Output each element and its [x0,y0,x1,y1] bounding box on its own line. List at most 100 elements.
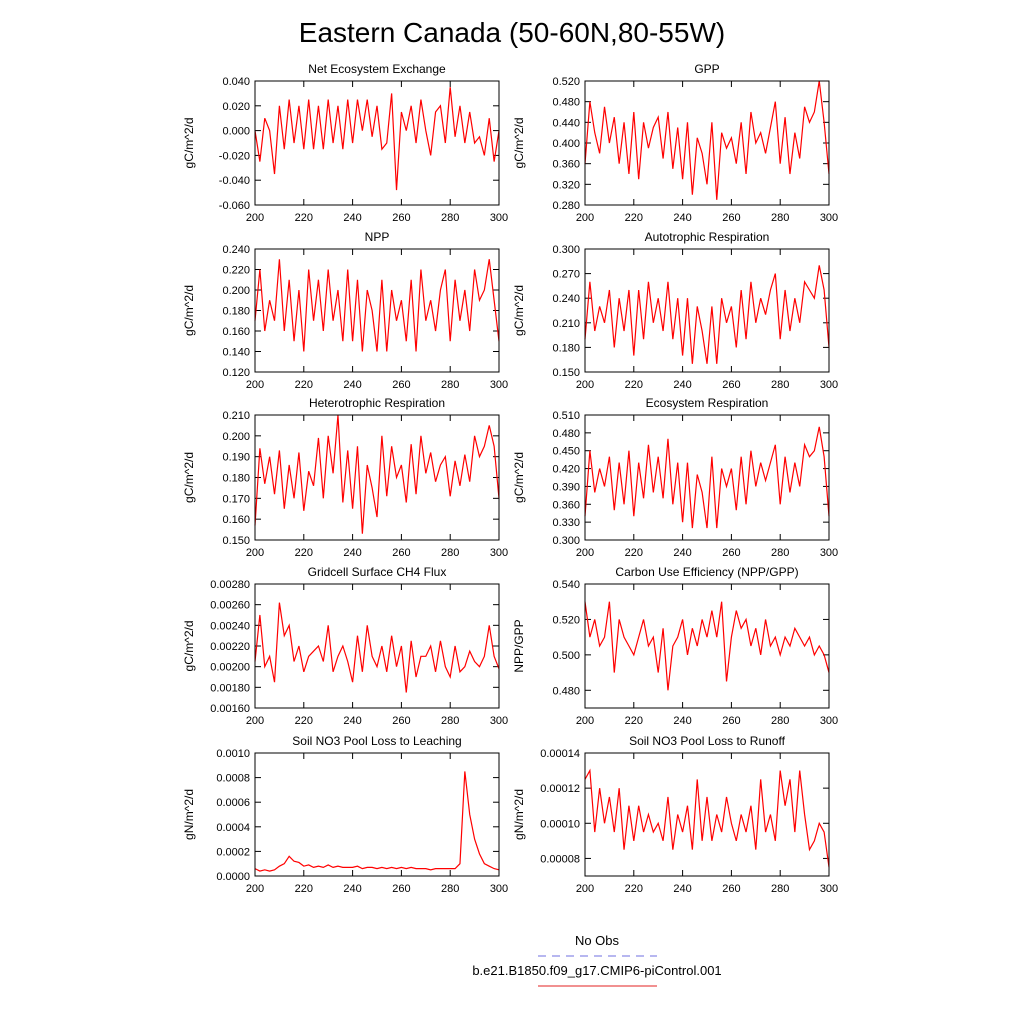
panel-title: Heterotrophic Respiration [309,396,445,410]
x-tick-label: 280 [771,547,789,559]
y-tick-label: 0.0006 [216,797,250,809]
y-tick-label: 0.420 [552,464,580,476]
x-tick-label: 280 [771,379,789,391]
x-tick-label: 240 [343,212,361,224]
plot-frame [254,583,500,709]
y-tick-label: 0.500 [552,650,580,662]
y-tick-label: 0.140 [222,347,250,359]
y-tick-label: 0.160 [222,514,250,526]
data-line [254,414,500,534]
x-tick-label: 200 [246,212,264,224]
y-axis-label: gC/m^2/d [182,452,196,503]
plot-frame [584,414,830,541]
y-tick-label: 0.180 [552,342,580,354]
panel: Soil NO3 Pool Loss to Runoff gN/m^2/d 0.00… [512,734,838,895]
y-axis-label: gC/m^2/d [512,452,526,503]
x-tick-label: 240 [343,883,361,895]
y-tick-label: 0.00200 [210,662,250,674]
panel: Heterotrophic Respiration gC/m^2/d 0.150 0.… [182,396,508,559]
y-tick-label: 0.520 [552,614,580,626]
panel: Gridcell Surface CH4 Flux gC/m^2/d 0.00160… [182,565,508,727]
x-tick-label: 260 [722,379,740,391]
y-tick-label: 0.520 [552,76,580,88]
x-tick-label: 300 [820,212,838,224]
x-tick-label: 280 [441,212,459,224]
x-tick-label: 200 [576,883,594,895]
x-tick-label: 280 [771,883,789,895]
y-axis-label: gC/m^2/d [512,118,526,169]
panel: NPP gC/m^2/d 0.120 0.140 0.160 0.180 0.200 0.22… [182,230,508,391]
x-tick-label: 200 [576,715,594,727]
y-tick-label: 0.200 [222,285,250,297]
y-axis-label: NPP/GPP [512,619,526,672]
y-tick-label: 0.00010 [540,818,580,830]
y-tick-label: 0.00260 [210,600,250,612]
y-tick-label: 0.300 [552,535,580,547]
y-tick-label: 0.170 [222,493,250,505]
panel-title: Soil NO3 Pool Loss to Leaching [292,734,461,748]
x-tick-label: 220 [295,212,313,224]
panel-title: Carbon Use Efficiency (NPP/GPP) [615,565,798,579]
x-tick-label: 300 [820,883,838,895]
y-tick-label: 0.0010 [216,748,250,760]
panel-title: Autotrophic Respiration [645,230,770,244]
y-axis-label: gC/m^2/d [512,285,526,336]
y-tick-label: 0.00008 [540,853,580,865]
y-tick-label: 0.210 [552,318,580,330]
x-tick-label: 260 [392,212,410,224]
y-tick-label: 0.220 [222,265,250,277]
x-tick-label: 240 [343,715,361,727]
y-tick-label: 0.160 [222,326,250,338]
y-tick-label: 0.150 [222,535,250,547]
x-tick-label: 220 [625,883,643,895]
y-axis-label: gC/m^2/d [182,285,196,336]
y-tick-label: 0.00012 [540,783,580,795]
x-tick-label: 280 [441,715,459,727]
x-tick-label: 280 [441,379,459,391]
x-tick-label: 260 [392,715,410,727]
data-line [584,265,830,364]
y-tick-label: 0.390 [552,481,580,493]
x-tick-label: 240 [673,379,691,391]
y-tick-label: 0.180 [222,473,250,485]
y-tick-label: -0.060 [219,200,250,212]
data-line [584,601,830,691]
data-line [584,768,830,868]
x-tick-label: 260 [722,212,740,224]
y-tick-label: 0.400 [552,138,580,150]
y-tick-label: 0.000 [222,126,250,138]
plot-frame [584,248,830,373]
x-tick-label: 280 [771,212,789,224]
y-tick-label: 0.00280 [210,579,250,591]
x-tick-label: 300 [490,715,508,727]
y-tick-label: 0.0000 [216,871,250,883]
y-tick-label: 0.240 [222,244,250,256]
panel: Carbon Use Efficiency (NPP/GPP) NPP/GPP 0.… [512,565,838,727]
y-tick-label: -0.020 [219,150,250,162]
y-tick-label: 0.330 [552,517,580,529]
x-tick-label: 240 [343,379,361,391]
x-tick-label: 240 [673,883,691,895]
x-tick-label: 200 [576,547,594,559]
x-tick-label: 280 [441,883,459,895]
y-tick-label: 0.450 [552,446,580,458]
panel-title: NPP [365,230,390,244]
y-axis-label: gN/m^2/d [182,789,196,840]
plot-frame [254,80,500,206]
y-tick-label: 0.00240 [210,620,250,632]
x-tick-label: 300 [490,883,508,895]
x-tick-label: 300 [820,547,838,559]
data-line [254,259,500,352]
panel: GPP gC/m^2/d 0.280 0.320 0.360 0.400 0.440 0.48… [512,62,838,224]
y-tick-label: 0.020 [222,101,250,113]
x-tick-label: 220 [295,715,313,727]
y-tick-label: 0.300 [552,244,580,256]
plot-frame [584,752,830,877]
y-tick-label: 0.00220 [210,641,250,653]
x-tick-label: 220 [625,547,643,559]
x-tick-label: 240 [673,547,691,559]
x-tick-label: 300 [490,212,508,224]
plot-frame [254,248,500,373]
y-tick-label: 0.320 [552,179,580,191]
x-tick-label: 200 [246,883,264,895]
